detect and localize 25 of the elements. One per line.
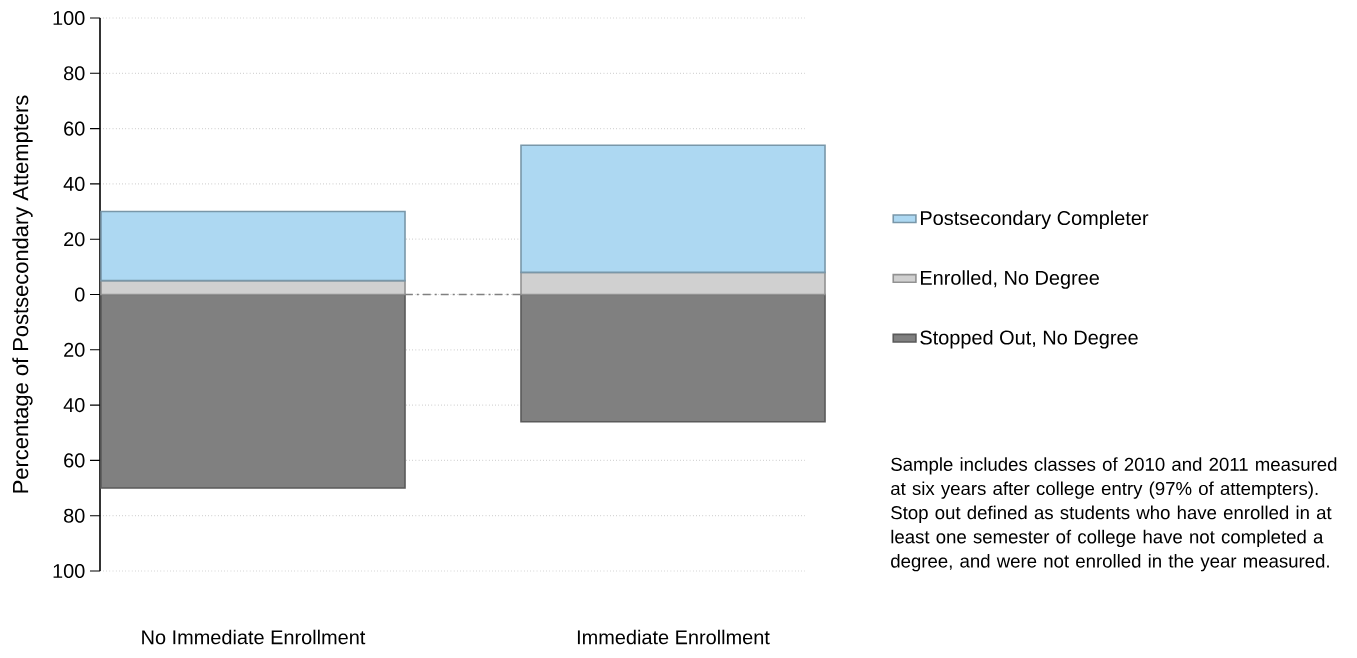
y-tick-label: 40 — [63, 398, 85, 413]
bar — [520, 271, 826, 296]
legend-label: Postsecondary Completer — [921, 210, 1149, 230]
x-tick-label: Immediate Enrollment — [577, 629, 770, 645]
bar — [520, 144, 826, 274]
y-tick-label: 60 — [64, 121, 85, 136]
legend-label: Enrolled, No Degree — [921, 270, 1099, 289]
y-tick-label: 60 — [64, 453, 85, 468]
y-tick-label: 100 — [53, 563, 85, 579]
y-tick-label: 100 — [53, 10, 85, 26]
text: Stop out defined as students who have enrolled in at least one semester of college have not completed a degree, and were not enrolled in the year measured. — [891, 505, 1332, 572]
bar — [100, 210, 406, 282]
y-tick-label: 40 — [63, 176, 85, 191]
x-tick-label: No Immediate Enrollment — [142, 629, 366, 645]
y-tick-label: 20 — [64, 342, 85, 357]
y-tick-label: 0 — [75, 287, 85, 302]
bar — [520, 293, 826, 423]
bar — [100, 279, 406, 296]
legend-label: Stopped Out, No Degree — [920, 329, 1138, 349]
bar — [100, 293, 406, 489]
text: Sample includes classes of 2010 and 2011 measured at six years after college entry (97% of attempters). — [891, 457, 1337, 499]
y-tick-label: 80 — [64, 66, 85, 81]
y-axis-title: Percentage of Postsecondary Attempters — [12, 95, 33, 493]
y-tick-label: 20 — [64, 232, 85, 247]
y-tick-label: 80 — [64, 508, 85, 523]
